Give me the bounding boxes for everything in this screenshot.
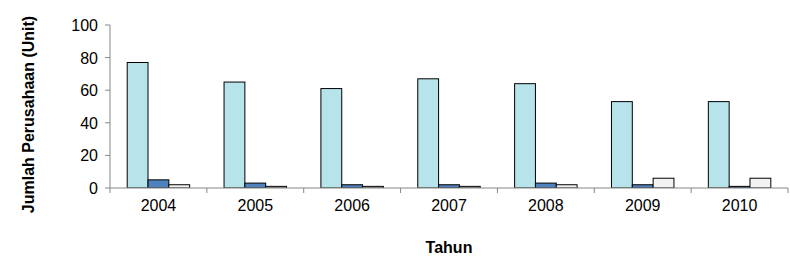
bar [245,183,266,188]
x-axis [110,188,788,189]
x-tick [400,188,401,193]
y-tick [105,155,110,156]
bar [127,62,148,188]
x-tick [497,188,498,193]
x-tick [110,188,111,193]
x-axis-title: Tahun [426,239,473,256]
y-tick [105,57,110,58]
bar [418,79,439,188]
y-tick-label: 20 [80,147,98,164]
y-tick-label: 80 [80,50,98,67]
bar [321,89,342,188]
y-tick-label: 100 [71,17,98,34]
x-tick-label: 2004 [141,197,177,214]
y-tick [105,25,110,26]
bar [224,82,245,188]
x-tick-label: 2008 [528,197,564,214]
y-tick [105,122,110,123]
bar [708,102,729,188]
x-tick [206,188,207,193]
x-tick [788,188,789,193]
x-tick-label: 2007 [431,197,467,214]
bar [653,178,674,188]
chart: 0 20 40 60 80 100 2004 2005 2006 2007 2008 2009 2010… [0,0,790,266]
y-axis [110,25,111,188]
bar [148,180,169,188]
bar [611,102,632,188]
bars [127,62,771,188]
y-tick [105,188,110,189]
x-tick-label: 2005 [237,197,273,214]
x-tick [303,188,304,193]
y-tick-label: 0 [89,180,98,197]
x-tick [594,188,595,193]
x-tick [691,188,692,193]
y-tick [105,90,110,91]
bar [515,84,536,188]
x-tick-label: 2010 [722,197,758,214]
bar [535,183,556,188]
bar [750,178,771,188]
x-tick-label: 2009 [625,197,661,214]
x-tick-label: 2006 [334,197,370,214]
y-tick-label: 40 [80,115,98,132]
y-axis-title: Jumlah Perusahaan (Unit) [20,16,37,213]
y-tick-label: 60 [80,82,98,99]
